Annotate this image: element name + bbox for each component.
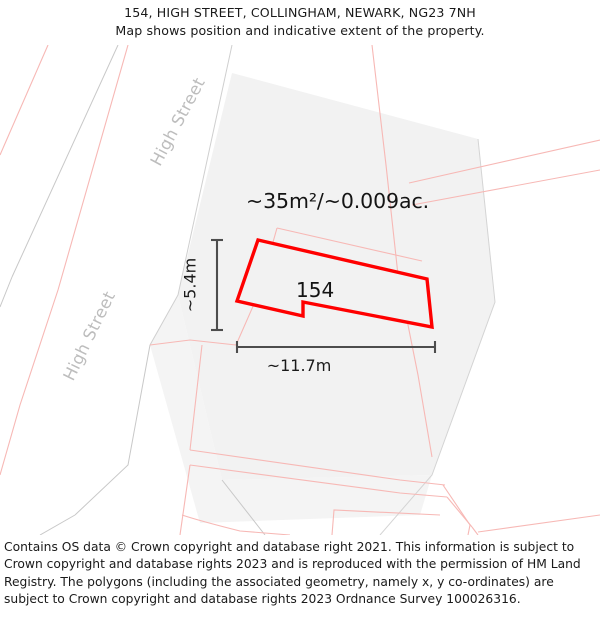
road-edge-parcel-southwest (74, 344, 151, 516)
parcel-boundary-southeast-run (477, 514, 600, 533)
parcel-boundary-lower-west (179, 464, 191, 535)
copyright-footer: Contains OS data © Crown copyright and d… (0, 536, 600, 625)
parcel-boundary-east-box (471, 526, 479, 535)
parcel-boundary-west-long (0, 45, 129, 476)
parcel-boundary-east-second (411, 169, 600, 206)
map-canvas[interactable]: High Street High Street ~35m²/~0.009ac. … (0, 45, 600, 535)
parcel-boundary-property-southwest (149, 339, 237, 346)
height-scale-bar (211, 238, 223, 332)
parcel-boundary-west-diagonal (0, 45, 49, 156)
parcel-boundary-east-spur-a (442, 484, 471, 535)
page-header: 154, HIGH STREET, COLLINGHAM, NEWARK, NG… (0, 0, 600, 45)
parcel-boundary-east-spur-b (446, 496, 473, 528)
parcel-boundary-east-top (408, 139, 600, 184)
parcel-boundary-bottom-box (331, 509, 441, 535)
parcel-boundary-property-north (276, 227, 423, 262)
parcel-boundary-lower-curve (181, 514, 291, 535)
width-scale-bar (235, 341, 437, 353)
road-edge-left-lower (0, 276, 13, 308)
page-subtitle: Map shows position and indicative extent… (115, 23, 485, 38)
road-edge-parcel-boundary-lower (221, 479, 266, 535)
road-edge-parcel-south (39, 514, 76, 535)
map-vector-layer (0, 45, 600, 535)
parcel-fill-lower (150, 295, 432, 523)
parcel-boundary-mid-horizontal-upper (189, 449, 446, 486)
parcel-boundary-mid-west-riser (189, 344, 203, 451)
page-title: 154, HIGH STREET, COLLINGHAM, NEWARK, NG… (124, 5, 476, 20)
property-outline-polygon[interactable] (234, 237, 434, 330)
road-edge-left-upper (11, 45, 119, 278)
parcel-boundary-mid-horizontal-lower (189, 464, 448, 498)
road-edge-parcel-west (149, 45, 233, 346)
road-edge-parcel-east (379, 138, 496, 535)
copyright-text: Contains OS data © Crown copyright and d… (4, 540, 581, 606)
